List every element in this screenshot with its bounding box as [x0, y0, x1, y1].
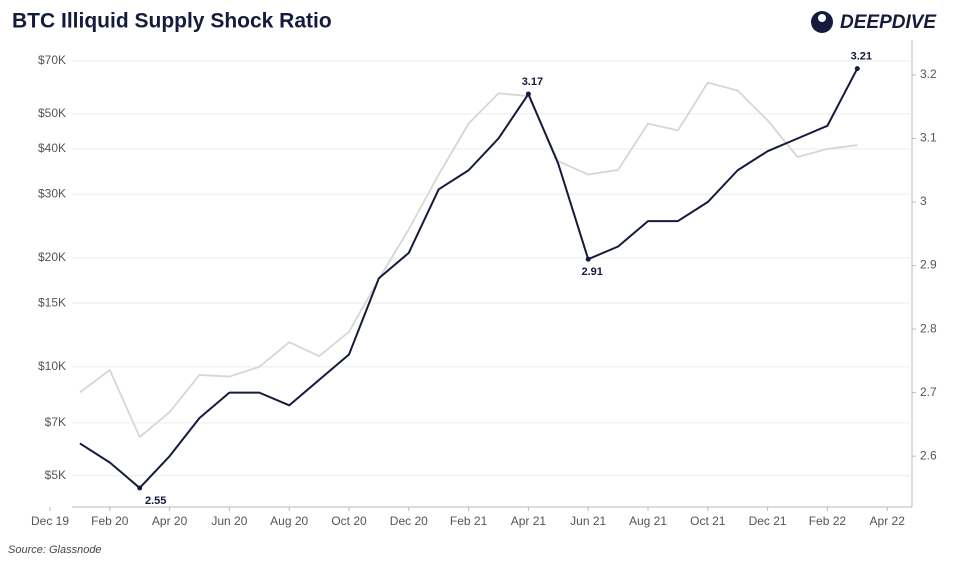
logo-icon-eye [818, 14, 826, 22]
x-tick-label: Oct 21 [690, 514, 726, 528]
y-tick-label: $70K [38, 53, 66, 67]
chart-title: BTC Illiquid Supply Shock Ratio [12, 10, 332, 33]
y2-tick-label: 3.2 [920, 67, 937, 81]
annotation-dot [585, 256, 591, 262]
x-tick-label: Dec 21 [749, 514, 787, 528]
x-tick-label: Aug 20 [270, 514, 308, 528]
y-tick-label: $40K [38, 141, 66, 155]
x-tick-label: Apr 21 [511, 514, 547, 528]
series-line [79, 68, 859, 489]
x-tick-label: Oct 20 [331, 514, 367, 528]
x-tick-label: Dec 20 [390, 514, 428, 528]
annotation-label: 2.55 [145, 495, 166, 507]
y2-tick-label: 2.7 [920, 385, 937, 399]
y2-tick-label: 2.9 [920, 258, 937, 272]
x-tick-label: Apr 20 [152, 514, 188, 528]
y-tick-label: $10K [38, 359, 66, 373]
y-tick-label: $30K [38, 186, 66, 200]
x-tick-label: Jun 21 [570, 514, 606, 528]
series-line [79, 81, 858, 438]
x-tick-label: Feb 22 [809, 514, 847, 528]
y-tick-label: $50K [38, 106, 66, 120]
x-tick-label: Feb 20 [91, 514, 129, 528]
x-tick-label: Feb 21 [450, 514, 488, 528]
annotation-dot [137, 485, 143, 491]
y2-tick-label: 3 [920, 194, 927, 208]
y-tick-label: $15K [38, 295, 66, 309]
annotation-dot [525, 91, 531, 97]
annotation-label: 3.21 [851, 50, 872, 62]
y-tick-label: $5K [45, 468, 66, 482]
y2-tick-label: 2.8 [920, 321, 937, 335]
y-tick-label: $7K [45, 415, 66, 429]
annotation-label: 2.91 [581, 266, 602, 278]
x-tick-label: Jun 20 [211, 514, 247, 528]
brand: DEEPDIVE [840, 12, 937, 33]
source: Source: Glassnode [8, 544, 102, 556]
x-tick-label: Aug 21 [629, 514, 667, 528]
y-tick-label: $20K [38, 250, 66, 264]
y2-tick-label: 3.1 [920, 131, 937, 145]
annotation-label: 3.17 [522, 76, 543, 88]
y2-tick-label: 2.6 [920, 448, 937, 462]
x-tick-label: Dec 19 [31, 514, 69, 528]
x-tick-label: Apr 22 [870, 514, 906, 528]
annotation-dot [854, 66, 860, 72]
